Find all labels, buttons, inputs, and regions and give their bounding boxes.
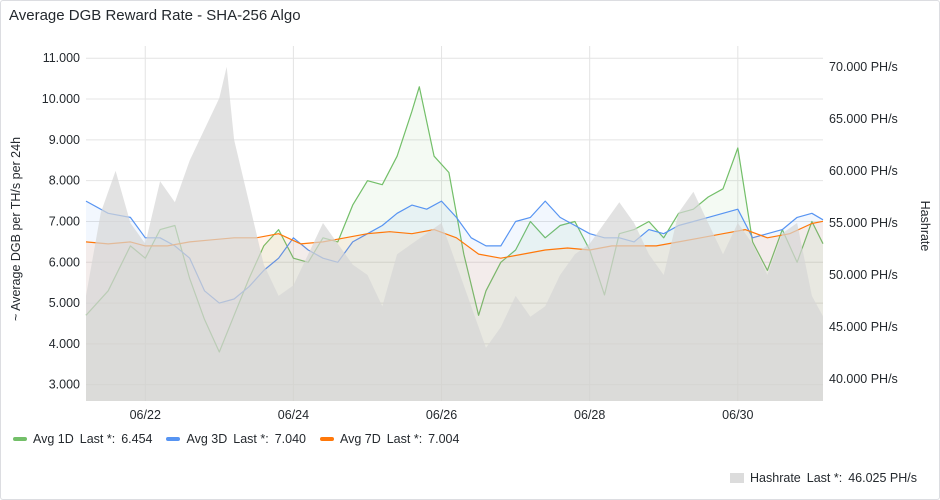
y2-tick-label: 50.000 PH/s [829, 268, 898, 282]
legend-last-value-avg-3d: 7.040 [274, 432, 306, 446]
legend-swatch-avg-7d [319, 437, 334, 441]
legend-item-avg-3d[interactable]: Avg 3D Last *: 7.040 [166, 432, 306, 446]
x-tick-label: 06/28 [574, 408, 605, 422]
series-area-hashrate [86, 66, 823, 402]
y-tick-label: 11.000 [43, 51, 80, 65]
legend-swatch-avg-3d [166, 437, 181, 441]
legend-label-avg-1d: Avg 1D [33, 432, 74, 446]
legend-item-hashrate[interactable]: Hashrate Last *: 46.025 PH/s [730, 471, 917, 485]
legend-last-value-avg-7d: 7.004 [428, 432, 460, 446]
y-tick-label: 5.000 [49, 296, 80, 310]
y-axis-left: 3.000 4.000 5.000 6.000 7.000 8.000 9.000 10.00… [42, 51, 80, 391]
legend: Avg 1D Last *: 6.454 Avg 3D Last *: 7.04… [13, 432, 459, 446]
y-axis-label: ~ Average DGB per TH/s per 24h [9, 137, 23, 321]
legend-last-label: Last *: [233, 432, 269, 446]
y2-axis-label: Hashrate [918, 201, 932, 252]
legend-last-label: Last *: [79, 432, 116, 446]
series-layer [85, 66, 824, 402]
x-tick-label: 06/22 [130, 408, 161, 422]
y-axis-right: 40.000 PH/s 45.000 PH/s 50.000 PH/s 55.000 … [829, 60, 898, 386]
x-tick-label: 06/26 [426, 408, 457, 422]
legend-label-hashrate: Hashrate [750, 471, 801, 485]
y2-tick-label: 55.000 PH/s [829, 216, 898, 230]
y-tick-label: 8.000 [49, 174, 80, 188]
y2-tick-label: 40.000 PH/s [829, 372, 898, 386]
y2-tick-label: 65.000 PH/s [829, 112, 898, 126]
x-tick-label: 06/24 [278, 408, 309, 422]
legend-item-avg-7d[interactable]: Avg 7D Last *: 7.004 [319, 432, 460, 446]
x-axis: 06/22 06/24 06/26 06/28 06/30 [130, 408, 754, 422]
legend-last-value-hashrate: 46.025 PH/s [848, 471, 917, 485]
legend-swatch-avg-1d [13, 437, 27, 441]
legend-item-avg-1d[interactable]: Avg 1D Last *: 6.454 [13, 432, 152, 446]
y2-tick-label: 45.000 PH/s [829, 320, 898, 334]
y-tick-label: 4.000 [49, 337, 80, 351]
y-tick-label: 7.000 [49, 214, 80, 228]
legend-swatch-hashrate [730, 473, 745, 483]
legend-last-label: Last *: [386, 432, 423, 446]
panel-title: Average DGB Reward Rate - SHA-256 Algo [9, 7, 301, 24]
y-tick-label: 10.000 [42, 92, 80, 106]
chart-svg: 3.000 4.000 5.000 6.000 7.000 8.000 9.000 10.00… [9, 46, 932, 422]
legend-last-label: Last *: [806, 471, 843, 485]
y-tick-label: 6.000 [49, 255, 80, 269]
y2-tick-label: 60.000 PH/s [829, 164, 898, 178]
y2-tick-label: 70.000 PH/s [829, 60, 898, 74]
legend-label-avg-7d: Avg 7D [339, 432, 381, 446]
legend-last-value-avg-1d: 6.454 [121, 432, 153, 446]
y-tick-label: 9.000 [49, 133, 80, 147]
x-tick-label: 06/30 [722, 408, 753, 422]
y-tick-label: 3.000 [49, 378, 80, 392]
legend-label-avg-3d: Avg 3D [186, 432, 228, 446]
